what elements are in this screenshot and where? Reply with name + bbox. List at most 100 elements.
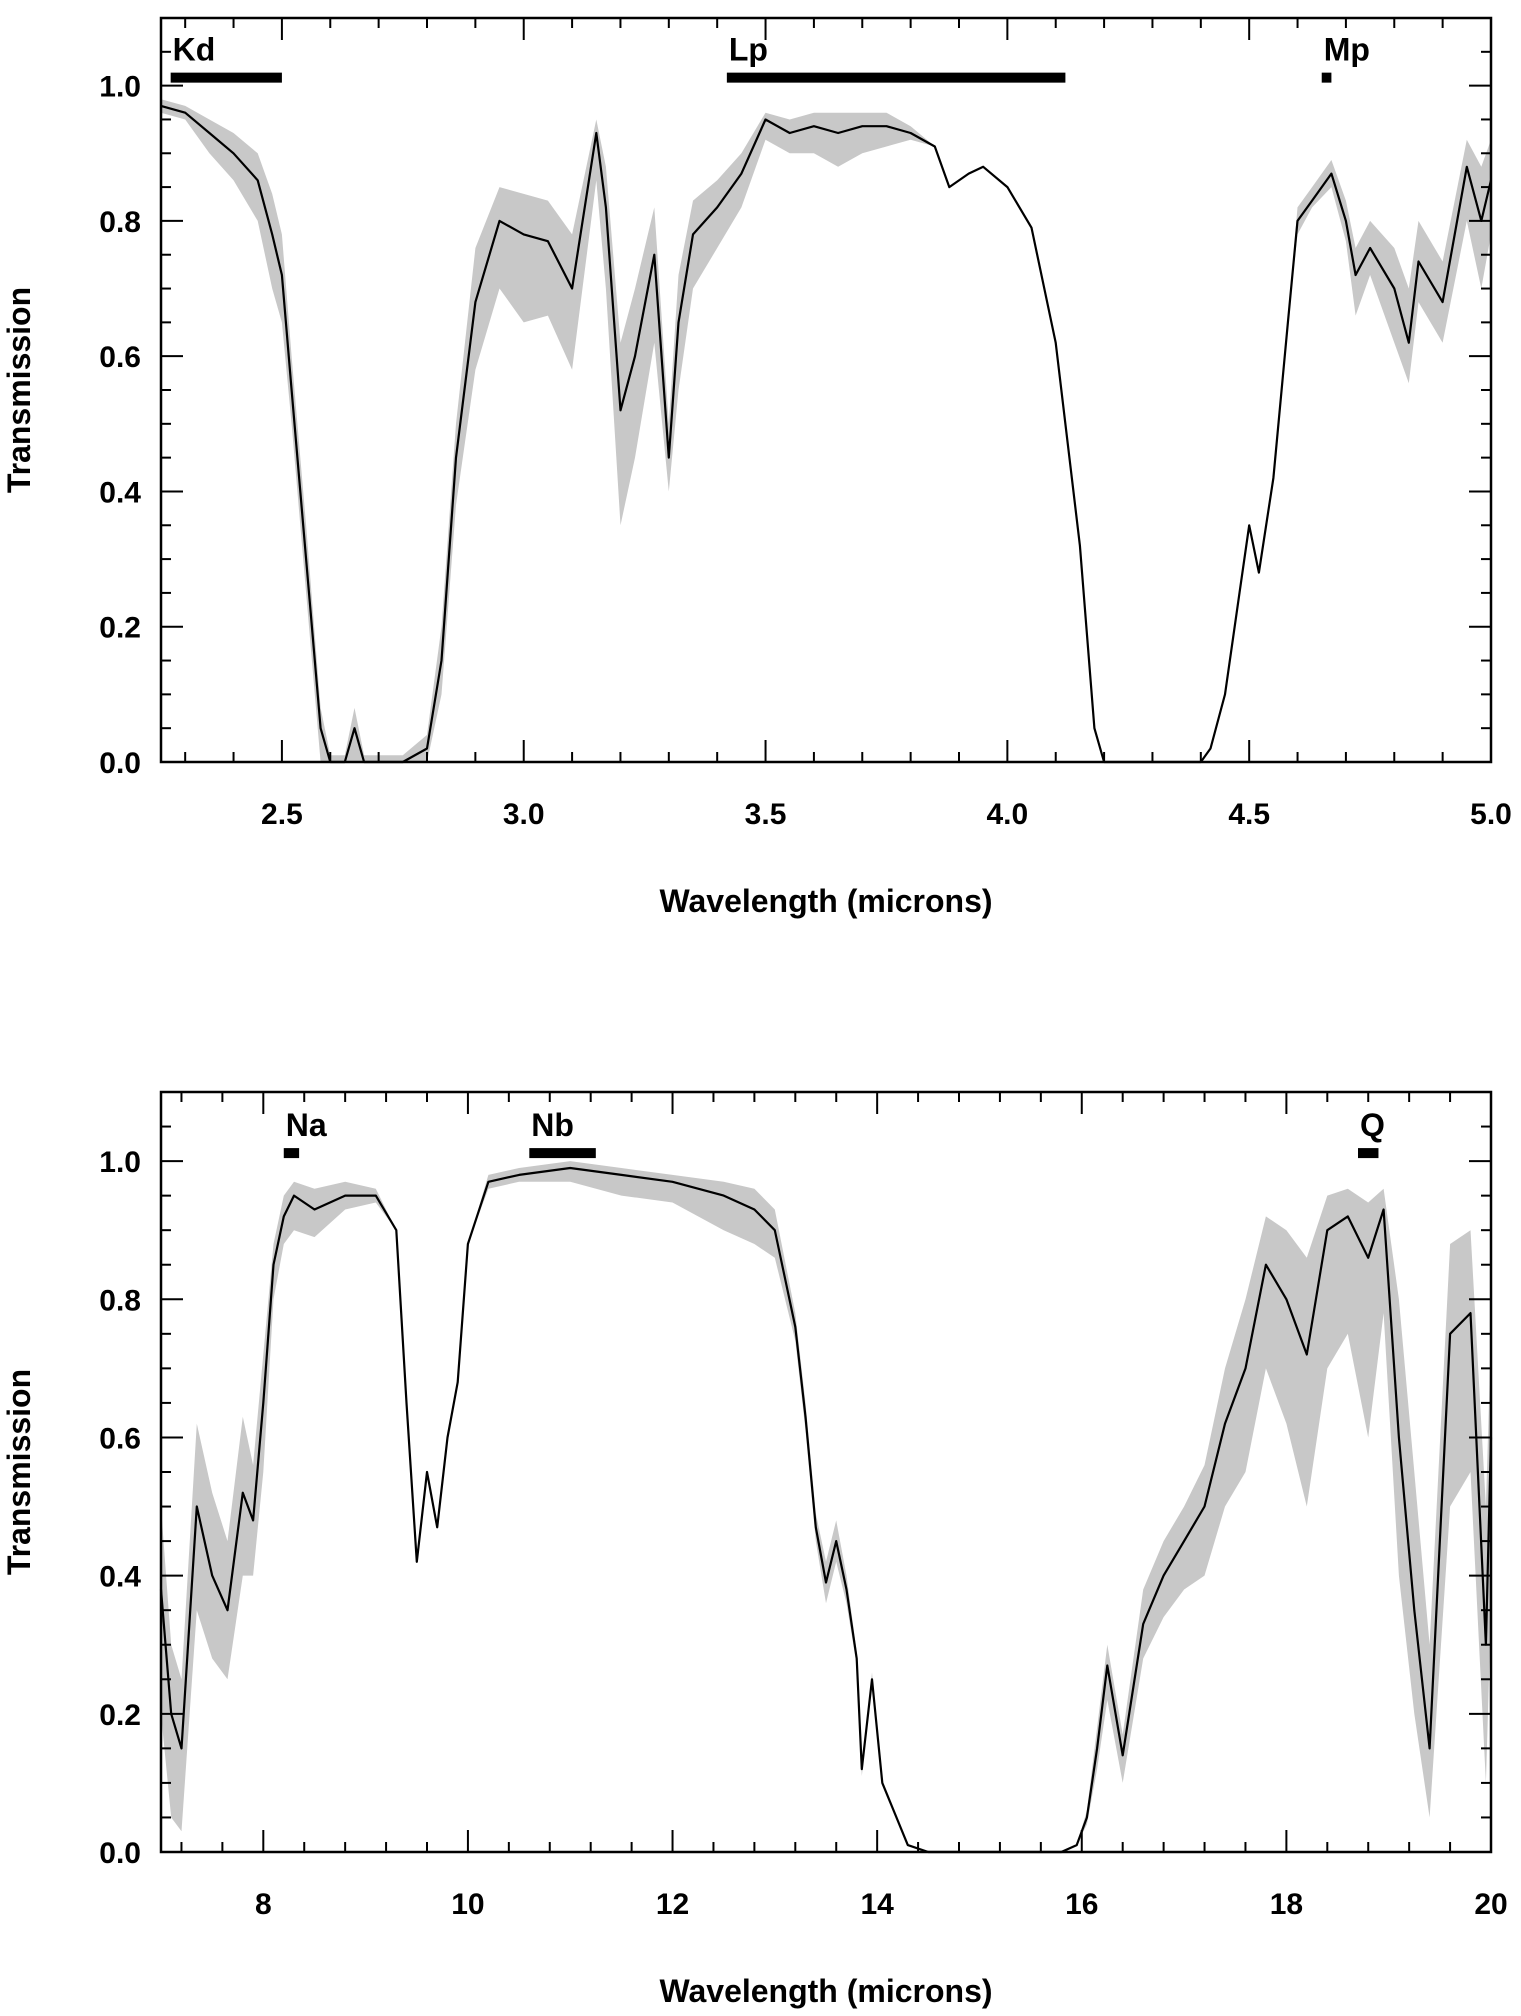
data-point [569, 1167, 571, 1169]
filter-band-label: Mp [1324, 32, 1370, 68]
data-point [1441, 301, 1444, 303]
x-tick-label: 12 [656, 1888, 689, 1921]
data-point [861, 1768, 863, 1770]
data-point [252, 1519, 254, 1522]
x-tick-label: 14 [860, 1888, 894, 1921]
panel-short-wavelength: 2.5 3.0 3.5 4.0 4.5 5.0 0.0 0.2 0.4 0.6 0.8 1.0 Wave… [1, 16, 1512, 919]
data-point [1326, 1229, 1329, 1231]
data-point [1086, 1816, 1088, 1819]
data-point [1413, 1609, 1416, 1611]
data-point [619, 409, 622, 412]
y-tick-label: 0.0 [99, 1837, 141, 1870]
filter-band-bar [529, 1148, 596, 1159]
data-point [256, 179, 259, 182]
data-point [196, 1505, 198, 1508]
data-point [813, 125, 815, 127]
data-point [1079, 544, 1081, 547]
y-tick-label: 0.8 [99, 1284, 141, 1317]
data-point [455, 456, 457, 459]
data-point [1469, 1312, 1472, 1314]
data-point [692, 233, 694, 236]
data-point [281, 274, 283, 276]
data-point [1393, 287, 1396, 290]
x-axis-label: Wavelength (microns) [659, 883, 992, 919]
data-point [1265, 1263, 1267, 1266]
data-point [881, 1782, 884, 1784]
filter-band-label: Q [1360, 1107, 1385, 1143]
data-point [1354, 274, 1357, 276]
data-point [242, 1491, 244, 1494]
data-point [1142, 1623, 1144, 1625]
data-point [1096, 1747, 1098, 1750]
data-point [1203, 1505, 1206, 1508]
data-point [861, 125, 864, 127]
y-tick-label: 0.8 [99, 206, 141, 239]
y-axis-label: Transmission [1, 1369, 37, 1575]
y-tick-label: 0.4 [99, 476, 141, 509]
data-point [1162, 1574, 1165, 1577]
data-point [620, 1174, 623, 1176]
data-point [1006, 186, 1009, 188]
data-point [1287, 321, 1289, 324]
data-point [305, 558, 307, 560]
data-point [272, 1263, 275, 1266]
data-point [1106, 1664, 1109, 1667]
data-point [1330, 172, 1333, 175]
y-tick-label: 0.6 [99, 341, 141, 374]
data-point [1367, 1257, 1369, 1259]
data-point [855, 1657, 858, 1660]
transmission-uncertainty-band [161, 99, 1491, 762]
data-point [1417, 260, 1420, 263]
data-point [180, 1747, 183, 1750]
data-point [416, 1561, 418, 1563]
data-point [1466, 166, 1468, 168]
x-axis-label: Wavelength (microns) [659, 1973, 992, 2009]
data-point [426, 1471, 428, 1473]
data-point [1347, 1215, 1349, 1218]
data-point [1093, 727, 1096, 729]
y-tick-label: 1.0 [99, 1146, 141, 1179]
y-axis-label: Transmission [1, 287, 37, 493]
filter-band-label: Kd [173, 32, 216, 68]
data-point [1345, 220, 1347, 222]
filter-band-label: Lp [729, 32, 768, 68]
data-point [1382, 1208, 1385, 1211]
data-point [716, 206, 718, 209]
data-point [1306, 1353, 1308, 1356]
data-point [353, 727, 356, 729]
data-point [668, 456, 670, 459]
y-tick-label: 1.0 [99, 71, 141, 104]
transmission-uncertainty-band [161, 1161, 1491, 1852]
data-point [293, 1194, 295, 1197]
data-point [1428, 1747, 1431, 1750]
y-tick-label: 0.4 [99, 1561, 141, 1594]
filter-band-label: Nb [531, 1107, 574, 1143]
data-point [211, 1574, 213, 1577]
data-point [487, 1181, 490, 1183]
data-point [595, 132, 598, 134]
data-point [1296, 220, 1299, 222]
data-point [395, 1229, 398, 1231]
data-point [794, 1326, 797, 1328]
filter-band-bar [170, 72, 282, 83]
data-point [1183, 1540, 1185, 1542]
data-point [774, 1229, 776, 1231]
filter-band-bar [1321, 72, 1332, 83]
data-point [1209, 747, 1212, 750]
data-point [498, 220, 501, 222]
data-point [518, 1174, 520, 1176]
data-point [375, 1194, 377, 1197]
data-point [405, 1402, 408, 1404]
data-point [907, 1844, 909, 1846]
data-point [1258, 571, 1260, 574]
data-point [1224, 693, 1226, 696]
x-tick-label: 4.5 [1228, 798, 1270, 831]
data-point [740, 172, 743, 175]
data-point [605, 206, 607, 209]
data-point [440, 659, 443, 662]
data-point [1272, 477, 1275, 479]
data-point [1311, 199, 1313, 202]
x-tick-label: 5.0 [1470, 798, 1512, 831]
data-point [1369, 247, 1371, 249]
filter-band-label: Na [286, 1107, 327, 1143]
